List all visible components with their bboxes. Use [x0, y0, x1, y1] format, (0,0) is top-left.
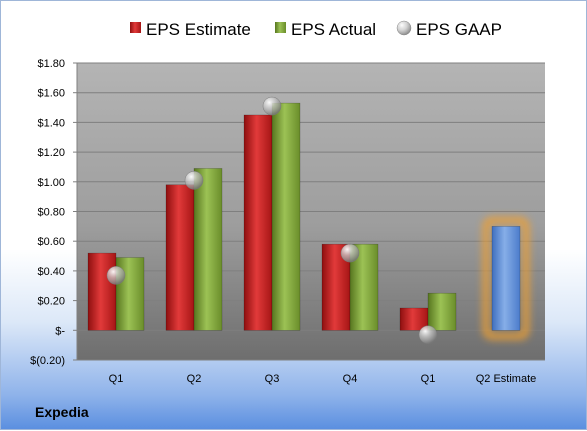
- bar-q2-estimate: [491, 226, 521, 331]
- company-name: Expedia: [35, 404, 89, 420]
- bar-eps-actual: [427, 292, 457, 331]
- legend: EPS Estimate EPS Actual EPS GAAP: [130, 20, 502, 39]
- gaap-marker: [184, 171, 204, 190]
- legend-marker-eps-gaap: [396, 20, 412, 36]
- x-tick-label: Q2: [187, 373, 202, 385]
- bar-eps-estimate: [87, 252, 117, 331]
- gaap-marker: [340, 243, 360, 263]
- y-tick-label: $1.20: [37, 147, 65, 159]
- legend-label-eps-gaap: EPS GAAP: [416, 20, 502, 39]
- y-tick-label: $(0.20): [30, 355, 65, 367]
- x-tick-label: Q1: [109, 373, 124, 385]
- gaap-markers: [106, 96, 438, 345]
- bar-eps-estimate: [165, 184, 195, 331]
- gaap-marker: [106, 266, 126, 285]
- y-tick-label: $1.40: [37, 117, 65, 129]
- y-tick-label: $1.80: [37, 58, 65, 70]
- x-tick-label: Q4: [343, 373, 358, 385]
- bar-eps-estimate: [243, 114, 273, 331]
- y-tick-label: $0.20: [37, 296, 65, 308]
- gridlines: [77, 62, 545, 361]
- y-tick-label: $0.40: [37, 266, 65, 278]
- y-tick-label: $1.60: [37, 88, 65, 100]
- y-tick-label: $1.00: [37, 177, 65, 189]
- x-axis: Q1 Q2 Q3 Q4 Q1 Q2 Estimate: [109, 373, 537, 385]
- gaap-marker: [418, 325, 438, 345]
- legend-swatch-eps-actual: [275, 22, 286, 33]
- x-tick-label: Q1: [421, 373, 436, 385]
- bar-eps-actual: [193, 168, 223, 331]
- x-tick-label: Q2 Estimate: [476, 373, 537, 385]
- legend-label-eps-actual: EPS Actual: [291, 20, 376, 39]
- estimate-glow: [482, 216, 530, 340]
- gaap-marker: [262, 96, 282, 116]
- x-tick-label: Q3: [265, 373, 280, 385]
- y-tick-label: $-: [55, 325, 65, 337]
- legend-label-eps-estimate: EPS Estimate: [146, 20, 251, 39]
- y-tick-label: $0.60: [37, 236, 65, 248]
- bar-eps-actual: [271, 102, 301, 331]
- y-tick-label: $0.80: [37, 207, 65, 219]
- y-axis: $(0.20) $- $0.20 $0.40 $0.60 $0.80 $1.00 $1.20 $…: [30, 58, 78, 367]
- legend-swatch-eps-estimate: [130, 22, 141, 33]
